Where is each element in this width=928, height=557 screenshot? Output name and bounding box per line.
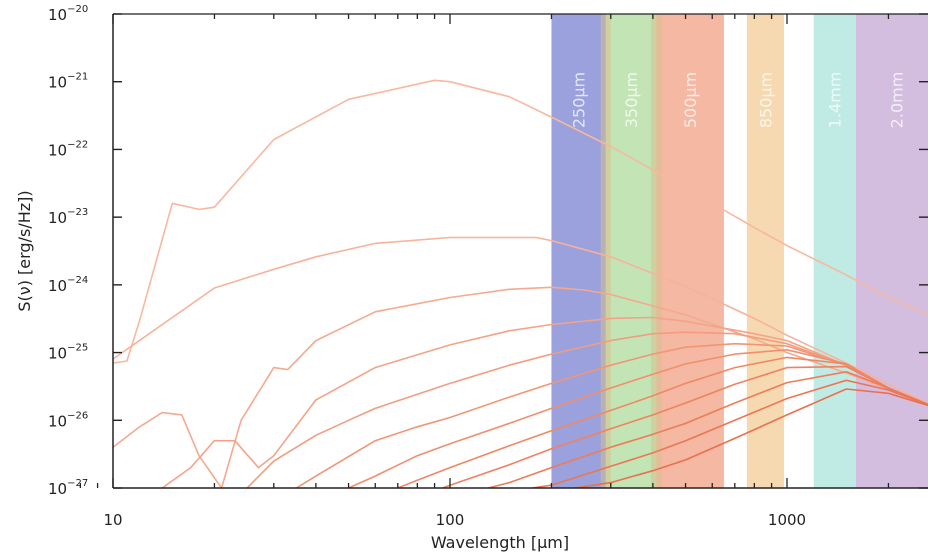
band-overlap-1 [651,14,662,488]
y-tick-label-3: 10−23 [48,207,88,227]
sed-curve-0 [113,79,928,364]
x-tick-label-0: 10 [103,511,122,529]
band-3 [746,14,785,488]
y-tick-label-4: 10−24 [48,275,88,295]
band-label-5: 2.0mm [888,72,907,129]
band-labels: 250μm 350μm 500μm 850μm 1.4mm 2.0mm [570,72,907,129]
band-label-1: 350μm [622,72,641,128]
x-tick-label-1: 100 [436,511,465,529]
y-tick-label-6: 10−26 [48,410,88,430]
plot-axes [112,13,928,489]
wavelength-bands [551,14,928,488]
y-axis-title: S(ν) [erg/s/Hz]) [15,190,34,311]
y-tick-label-1: 10−21 [48,72,88,92]
sed-curve-9 [488,370,928,488]
sed-curve-4 [246,331,928,488]
sed-curve-10 [531,379,928,488]
band-overlap-0 [600,14,611,488]
sed-curve-2 [113,286,928,488]
x-tick-label-2: 1000 [768,511,806,529]
y-tick-label-7: 10−27 [48,478,88,498]
sed-curve-8 [442,365,928,488]
y-tick-label-5: 10−25 [48,343,88,363]
band-0 [551,14,606,488]
band-label-3: 850μm [756,72,775,128]
x-axis-title: Wavelength [μm] [431,533,569,552]
band-label-2: 500μm [681,72,700,128]
sed-curve-1 [113,236,928,405]
band-4 [813,14,856,488]
sed-curve-11 [574,388,928,488]
sed-curve-6 [348,348,928,488]
y-tick-label-2: 10−22 [48,139,88,159]
y-tick-label-0: 10−20 [48,4,88,24]
band-5 [855,14,928,488]
band-label-0: 250μm [570,72,589,128]
sed-curve-3 [161,316,928,488]
sed-curves [113,79,928,488]
sed-curve-7 [397,356,928,488]
axis-ticks: 10−20 10−21 10−22 10−23 10−24 10−25 10−26 10−27… [48,4,928,529]
band-label-4: 1.4mm [826,72,845,129]
